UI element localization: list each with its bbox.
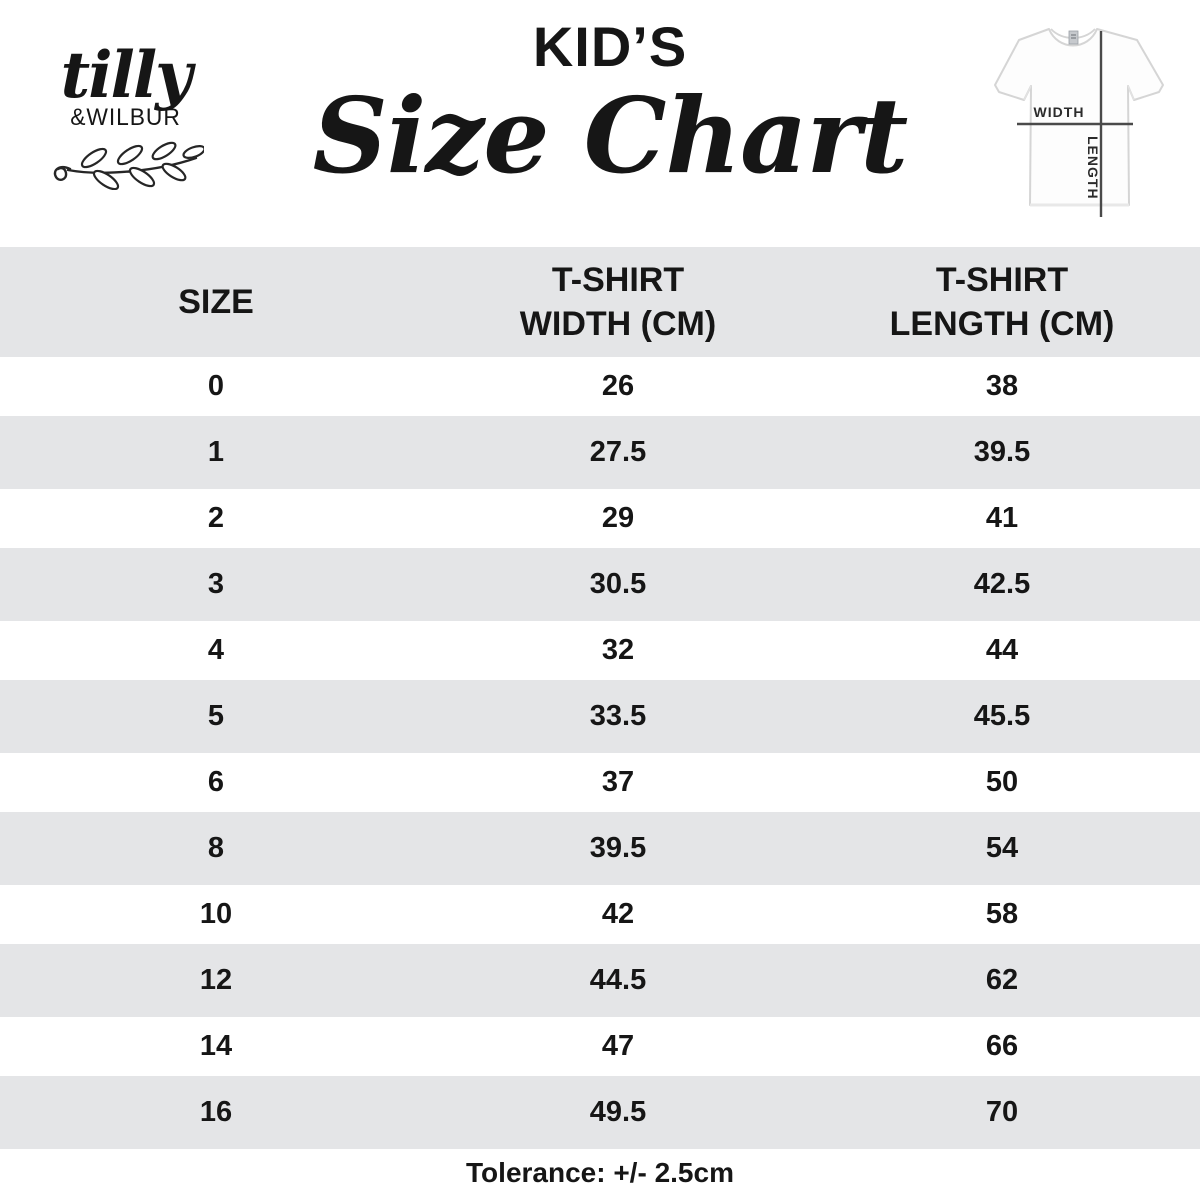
cell-length: 38 [985,370,1019,402]
title-block: KID’S Size Chart [240,14,980,190]
cell-size: 2 [207,502,225,534]
cell-size: 6 [207,766,225,798]
laurel-branch-icon [53,141,204,190]
table-row: 10 42 58 [0,885,1200,944]
table-row: 3 30.5 42.5 [0,548,1200,621]
cell-width: 49.5 [589,1096,647,1128]
cell-length: 42.5 [973,568,1031,600]
cell-size: 4 [207,634,225,666]
cell-length: 54 [985,832,1019,864]
cell-size: 8 [207,832,225,864]
cell-length: 62 [985,964,1019,996]
brand-name-script: tilly [60,38,193,113]
page-title: Size Chart [312,74,909,197]
length-label: LENGTH [1085,136,1101,200]
table-row: 1 27.5 39.5 [0,416,1200,489]
cell-length: 70 [985,1096,1019,1128]
cell-length: 66 [985,1030,1019,1062]
cell-width: 39.5 [589,832,647,864]
cell-width: 26 [601,370,635,402]
cell-width: 42 [601,898,635,930]
table-row: 6 37 50 [0,753,1200,812]
cell-width: 29 [601,502,635,534]
cell-length: 50 [985,766,1019,798]
column-header-size: SIZE [178,282,254,321]
table-row: 4 32 44 [0,621,1200,680]
cell-size: 12 [199,964,233,996]
cell-size: 16 [199,1096,233,1128]
cell-width: 32 [601,634,635,666]
table-row: 16 49.5 70 [0,1076,1200,1149]
table-row: 14 47 66 [0,1017,1200,1076]
table-row: 12 44.5 62 [0,944,1200,1017]
width-label: WIDTH [1034,104,1085,120]
brand-name-caps: &WILBUR [70,104,181,131]
cell-length: 58 [985,898,1019,930]
table-header-row: SIZE T-SHIRT WIDTH (CM) T-SHIRT LENGTH (… [0,247,1200,357]
cell-length: 39.5 [973,436,1031,468]
tshirt-icon: WIDTH LENGTH [994,28,1164,217]
table-row: 0 26 38 [0,357,1200,416]
cell-size: 1 [207,436,225,468]
table-row: 5 33.5 45.5 [0,680,1200,753]
cell-width: 47 [601,1030,635,1062]
cell-width: 33.5 [589,700,647,732]
cell-size: 0 [207,370,225,402]
cell-length: 45.5 [973,700,1031,732]
tolerance-note: Tolerance: +/- 2.5cm [466,1157,734,1188]
cell-length: 44 [985,634,1019,666]
table-row: 2 29 41 [0,489,1200,548]
tshirt-measurement-diagram: WIDTH LENGTH [988,14,1170,231]
table-row: 8 39.5 54 [0,812,1200,885]
cell-width: 27.5 [589,436,647,468]
column-header-width: T-SHIRT WIDTH (CM) [519,260,717,343]
cell-length: 41 [985,502,1019,534]
cell-size: 3 [207,568,225,600]
cell-size: 10 [199,898,233,930]
column-header-length: T-SHIRT LENGTH (CM) [889,260,1115,343]
cell-width: 44.5 [589,964,647,996]
size-table: SIZE T-SHIRT WIDTH (CM) T-SHIRT LENGTH (… [0,247,1200,1149]
brand-logo: tilly &WILBUR [28,44,223,190]
cell-width: 30.5 [589,568,647,600]
cell-width: 37 [601,766,635,798]
cell-size: 14 [199,1030,233,1062]
title-kicker: KID’S [532,15,688,78]
cell-size: 5 [207,700,225,732]
